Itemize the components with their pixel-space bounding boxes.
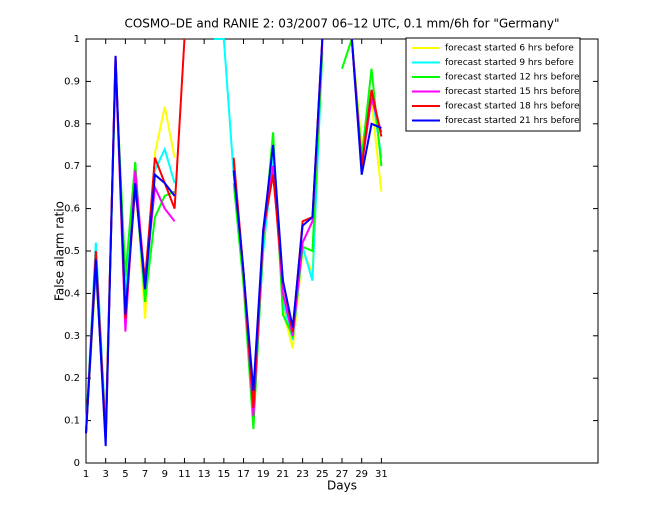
- x-tick-label: 7: [142, 469, 148, 480]
- x-tick-label: 25: [316, 469, 329, 480]
- x-tick-label: 21: [277, 469, 290, 480]
- x-tick-label: 31: [375, 469, 388, 480]
- y-tick-label: 0.9: [64, 76, 80, 87]
- y-tick-label: 0.4: [64, 288, 80, 299]
- x-tick-label: 5: [122, 469, 128, 480]
- y-tick-label: 0: [74, 458, 80, 469]
- y-tick-label: 0.2: [64, 373, 80, 384]
- legend-label: forecast started 18 hrs before: [445, 102, 580, 112]
- x-tick-label: 23: [296, 469, 309, 480]
- y-tick-label: 0.7: [64, 161, 80, 172]
- x-tick-label: 19: [257, 469, 270, 480]
- y-tick-label: 0.1: [64, 416, 80, 427]
- x-tick-label: 15: [217, 469, 230, 480]
- x-tick-label: 29: [355, 469, 368, 480]
- y-axis-label: False alarm ratio: [53, 201, 67, 301]
- x-tick-label: 13: [198, 469, 211, 480]
- x-tick-label: 3: [103, 469, 109, 480]
- legend-label: forecast started 9 hrs before: [445, 58, 574, 68]
- x-axis-label: Days: [327, 479, 357, 493]
- y-tick-label: 0.3: [64, 331, 80, 342]
- x-tick-label: 17: [237, 469, 250, 480]
- legend-label: forecast started 12 hrs before: [445, 73, 580, 83]
- legend-box: [405, 37, 581, 132]
- chart-title: COSMO–DE and RANIE 2: 03/2007 06–12 UTC,…: [124, 17, 559, 31]
- legend-label: forecast started 15 hrs before: [445, 87, 580, 97]
- x-tick-label: 27: [336, 469, 349, 480]
- y-tick-label: 0.8: [64, 119, 80, 130]
- x-tick-label: 9: [162, 469, 168, 480]
- y-tick-label: 0.5: [64, 246, 80, 257]
- legend-label: forecast started 21 hrs before: [445, 116, 580, 126]
- y-tick-label: 0.6: [64, 204, 80, 215]
- y-tick-label: 1: [74, 34, 80, 45]
- series-line: [85, 38, 382, 447]
- x-tick-label: 1: [83, 469, 89, 480]
- legend-label: forecast started 6 hrs before: [445, 44, 574, 54]
- x-tick-label: 11: [178, 469, 191, 480]
